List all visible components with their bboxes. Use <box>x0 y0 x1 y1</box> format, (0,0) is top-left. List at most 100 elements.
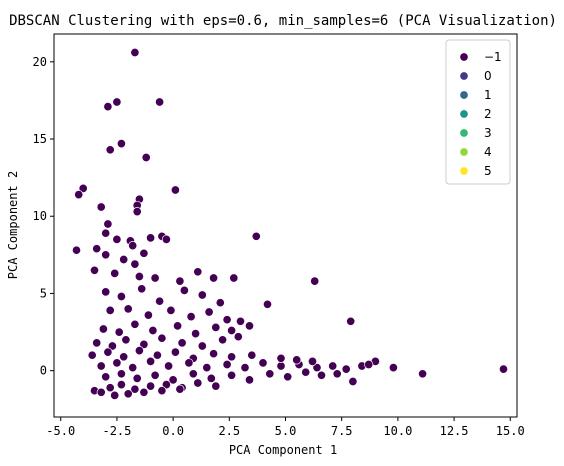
data-point <box>188 369 198 379</box>
legend-label: 2 <box>484 107 492 121</box>
data-point <box>130 47 140 58</box>
data-point <box>105 383 115 393</box>
data-point <box>170 185 180 195</box>
y-axis-ticks: 0 5 10 15 20 <box>33 55 54 378</box>
data-point <box>211 322 221 332</box>
data-point <box>258 358 268 368</box>
data-point <box>161 380 171 390</box>
data-point <box>96 361 106 371</box>
data-point <box>146 233 156 243</box>
legend-marker <box>459 147 469 157</box>
y-axis-label: PCA Component 2 <box>6 171 20 279</box>
data-point <box>74 190 84 200</box>
data-point <box>103 219 113 229</box>
data-point <box>105 305 115 315</box>
data-point <box>110 390 120 400</box>
data-point <box>103 102 113 112</box>
data-point <box>191 329 201 339</box>
data-point <box>128 241 138 251</box>
data-point <box>148 325 158 336</box>
data-point <box>170 347 180 357</box>
data-points <box>71 47 509 400</box>
data-point <box>244 321 255 331</box>
chart-title: DBSCAN Clustering with eps=0.6, min_samp… <box>9 13 557 29</box>
x-tick-label: -5.0 <box>46 424 75 438</box>
data-point <box>177 338 187 348</box>
data-point <box>123 304 133 314</box>
data-point <box>119 254 129 265</box>
data-point <box>227 370 237 380</box>
data-point <box>498 364 509 374</box>
data-point <box>146 381 156 391</box>
data-point <box>116 291 126 302</box>
data-point <box>92 244 102 254</box>
data-point <box>310 276 320 286</box>
data-point <box>218 335 228 345</box>
legend-marker <box>459 128 469 138</box>
data-point <box>206 373 216 383</box>
data-point <box>128 363 138 373</box>
data-point <box>346 316 356 326</box>
legend-label: 4 <box>484 145 492 159</box>
data-point <box>71 245 82 255</box>
data-point <box>211 381 221 391</box>
data-point <box>307 356 318 366</box>
x-tick-label: 7.5 <box>331 424 353 438</box>
data-point <box>276 361 286 371</box>
data-point <box>141 152 151 163</box>
x-axis-label: PCA Component 1 <box>229 443 337 457</box>
data-point <box>130 319 140 329</box>
y-tick-label: 20 <box>33 55 47 69</box>
data-point <box>134 271 144 282</box>
data-point <box>101 250 111 260</box>
data-point <box>137 284 147 294</box>
data-point <box>116 139 126 149</box>
data-point <box>222 315 232 325</box>
data-point <box>112 234 122 244</box>
legend-label: 1 <box>484 88 492 102</box>
data-point <box>132 373 142 383</box>
data-point <box>130 384 140 394</box>
data-point <box>101 372 111 382</box>
plot-frame <box>53 33 518 418</box>
data-point <box>247 350 257 360</box>
legend-items: −1 0 1 2 3 4 5 <box>459 50 502 178</box>
data-point <box>123 389 133 399</box>
data-point <box>112 358 122 368</box>
legend-marker <box>459 52 469 62</box>
data-point <box>78 183 88 193</box>
data-point <box>96 202 106 212</box>
data-point <box>276 353 286 363</box>
data-point <box>139 387 149 397</box>
data-point <box>134 346 144 356</box>
data-point <box>179 285 189 295</box>
data-point <box>98 324 108 334</box>
data-point <box>328 361 338 371</box>
data-point <box>184 358 194 368</box>
data-point <box>164 361 174 371</box>
data-point <box>139 248 149 258</box>
legend: −1 0 1 2 3 4 5 <box>445 39 511 185</box>
data-point <box>166 305 176 315</box>
legend-label: 3 <box>484 126 492 140</box>
legend-label: 5 <box>484 164 492 178</box>
legend-label: 0 <box>484 69 492 83</box>
data-point <box>332 369 342 379</box>
data-point <box>283 372 293 382</box>
data-point <box>348 376 358 387</box>
data-point <box>204 307 214 317</box>
data-point <box>186 312 196 322</box>
data-point <box>116 369 126 379</box>
y-tick-label: 10 <box>33 209 47 223</box>
data-point <box>215 298 225 308</box>
data-point <box>119 352 129 362</box>
data-point <box>227 352 237 362</box>
data-point <box>168 375 178 385</box>
data-point <box>152 350 162 360</box>
plot-area <box>53 33 518 418</box>
legend-label: −1 <box>484 50 502 64</box>
data-point <box>193 378 203 388</box>
data-point <box>175 276 185 286</box>
data-point <box>114 327 124 337</box>
x-tick-label: -2.5 <box>102 424 131 438</box>
